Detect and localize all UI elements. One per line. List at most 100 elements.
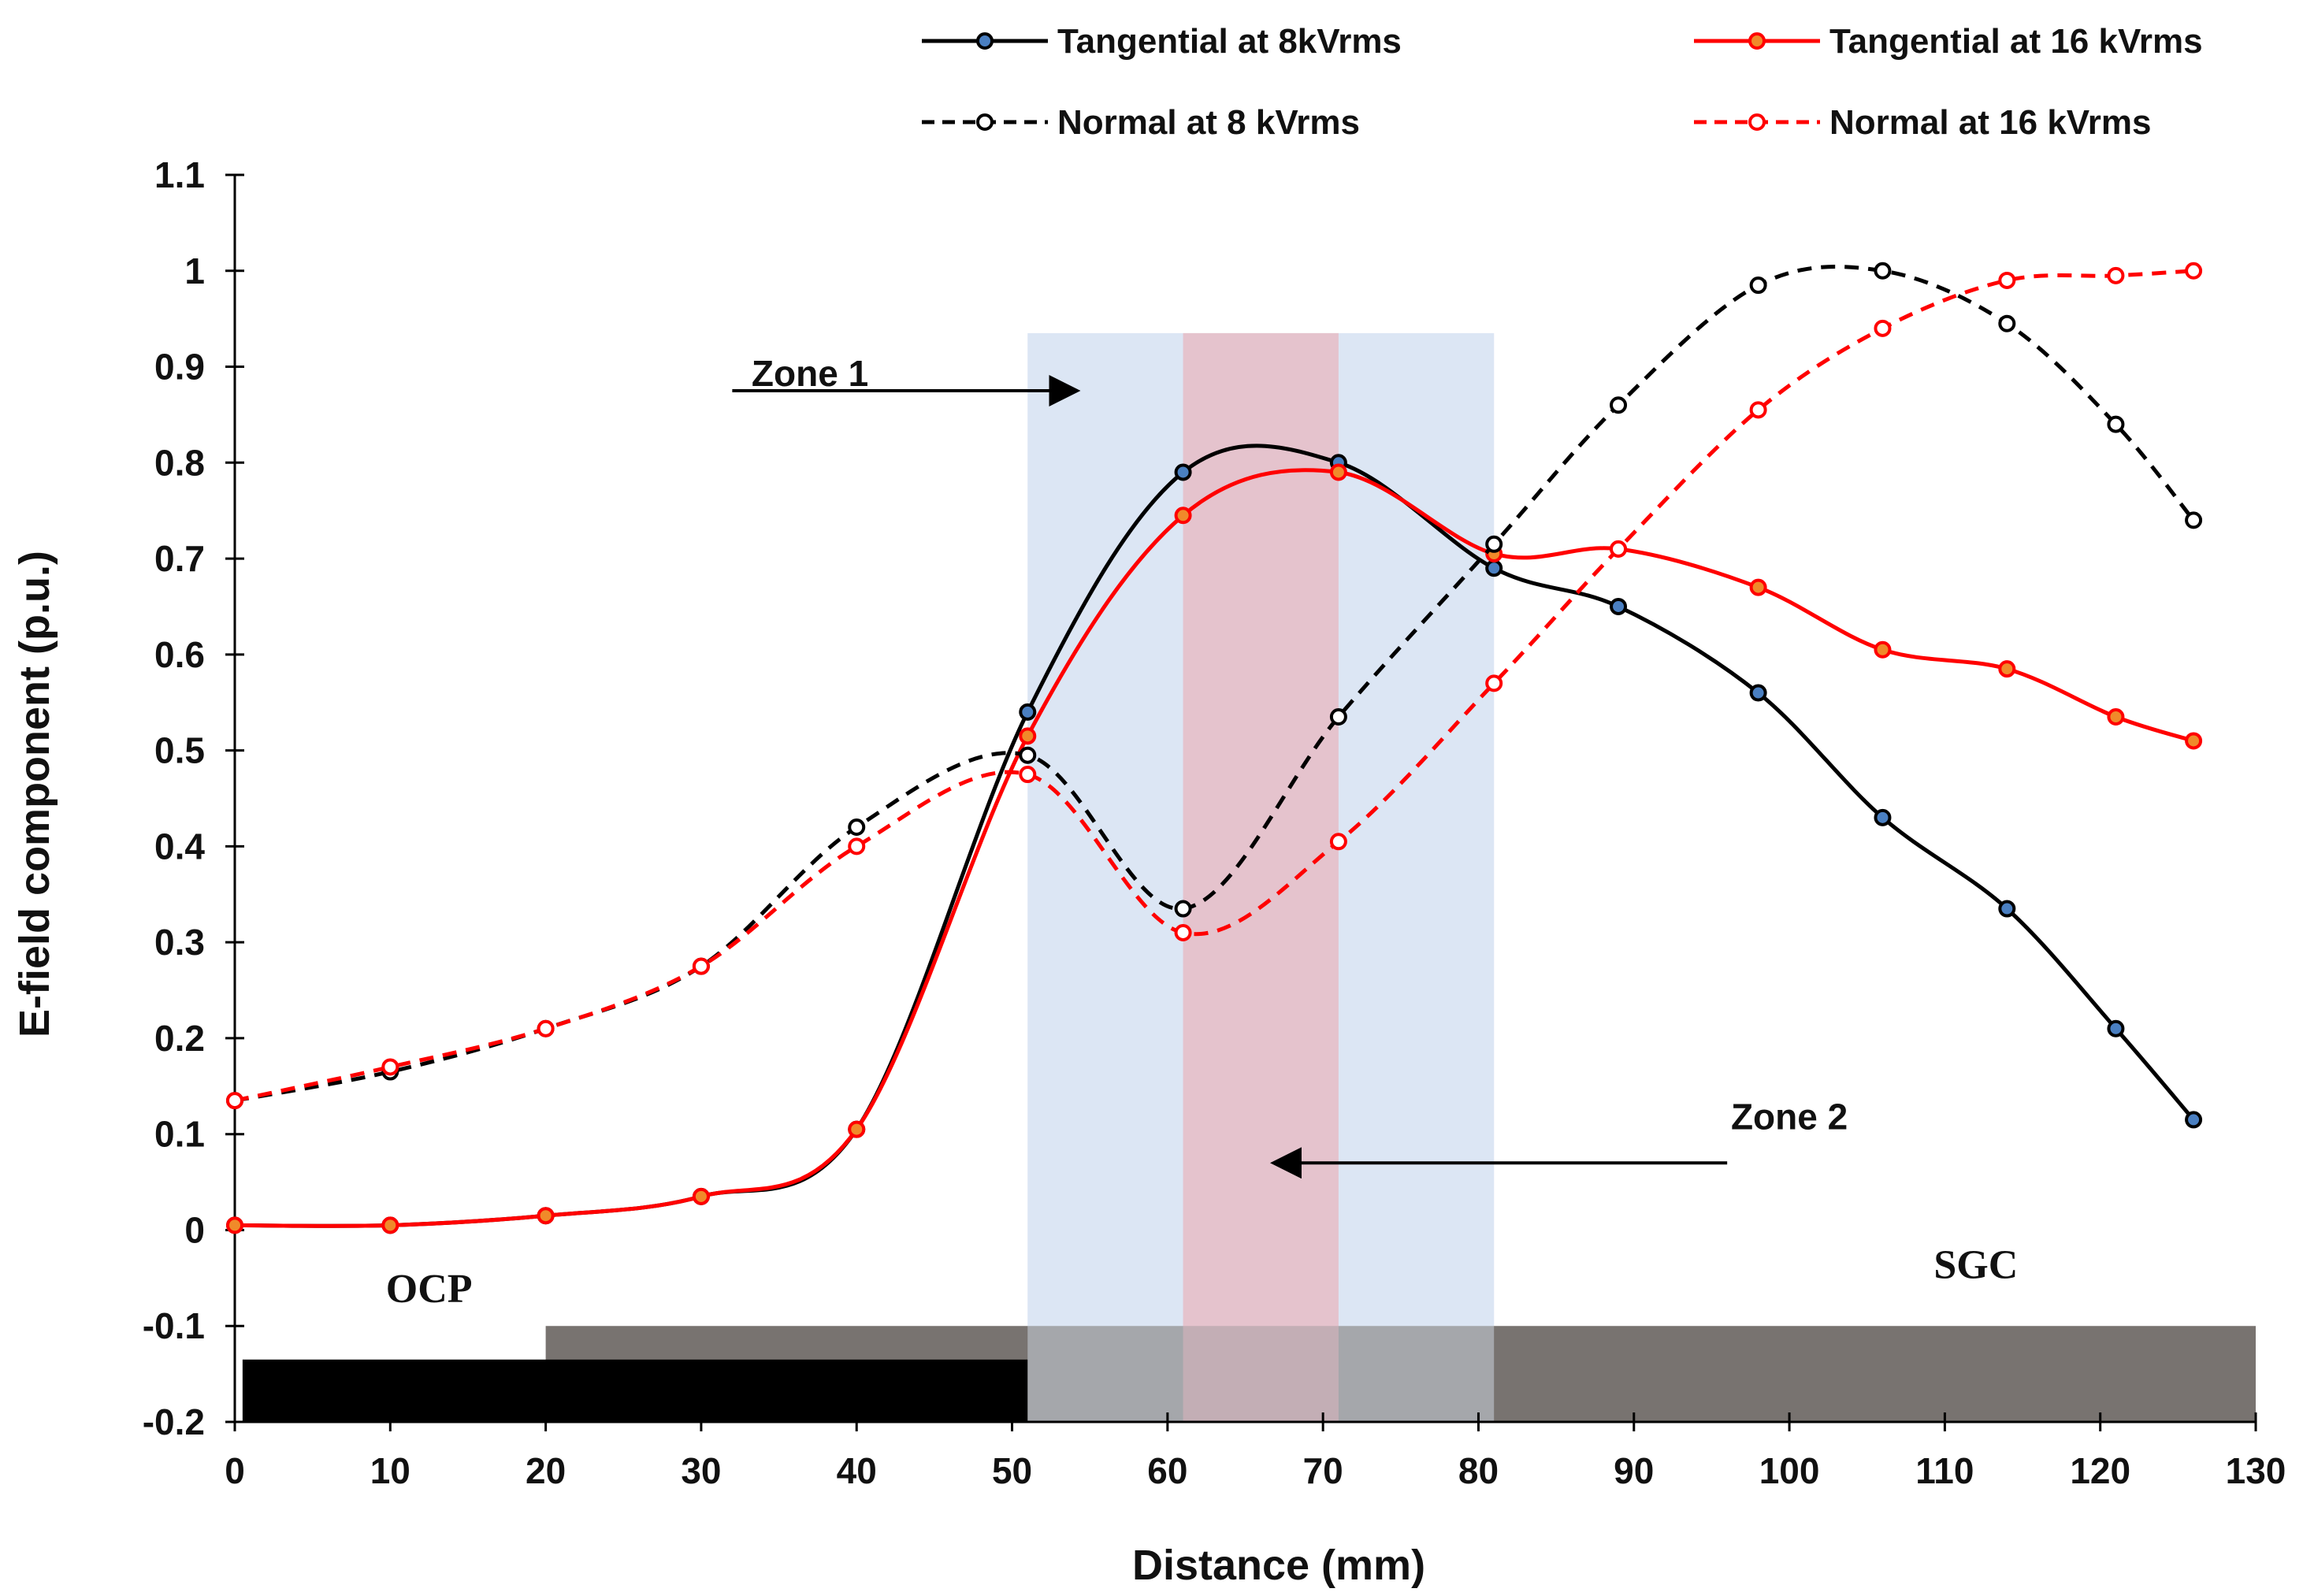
point-tangential-at-16-kvrms — [1749, 578, 1767, 596]
legend-marker-tangential-at-16-kvrms — [1748, 32, 1766, 50]
legend-label-tangential-at-8kvrms: Tangential at 8kVrms — [1057, 22, 1402, 61]
x-tick-label: 120 — [2070, 1450, 2130, 1491]
point-tangential-at-16-kvrms — [537, 1207, 555, 1225]
y-tick-label: 0.6 — [154, 634, 205, 675]
point-normal-at-8-kvrms — [1998, 314, 2016, 332]
point-normal-at-16-kvrms — [1610, 540, 1628, 558]
x-tick-label: 20 — [526, 1450, 566, 1491]
x-tick-label: 100 — [1759, 1450, 1820, 1491]
y-tick-label: -0.1 — [143, 1305, 205, 1346]
x-axis-title: Distance (mm) — [1132, 1542, 1425, 1589]
zone-2-band-overlay — [1183, 332, 1339, 1423]
y-tick-label: 1 — [184, 251, 205, 291]
y-tick-label: 0 — [184, 1209, 205, 1250]
data-series — [226, 262, 2203, 1234]
point-normal-at-8-kvrms — [1019, 746, 1037, 764]
y-tick-label: -0.2 — [143, 1401, 205, 1442]
sgc-label: SGC — [1933, 1242, 2018, 1287]
zone-regions — [1027, 332, 1495, 1423]
point-tangential-at-16-kvrms — [1998, 660, 2016, 678]
point-normal-at-8-kvrms — [2185, 511, 2203, 529]
series-line-tangential-at-16-kvrms — [234, 468, 2194, 1228]
point-normal-at-8-kvrms — [2107, 415, 2125, 433]
point-tangential-at-16-kvrms — [692, 1187, 710, 1205]
point-normal-at-16-kvrms — [848, 837, 866, 856]
point-tangential-at-16-kvrms — [1329, 463, 1347, 481]
ocp-bar — [242, 1359, 1028, 1422]
axes: 1.1 1 0.9 0.8 0.7 0.6 0.5 0.4 0.3 0.2 0.1 0 -0.1 -0.2… — [143, 154, 2286, 1491]
x-tick-label: 50 — [992, 1450, 1032, 1491]
legend-marker-normal-at-16-kvrms — [1748, 113, 1766, 131]
legend-label-normal-at-16-kvrms: Normal at 16 kVrms — [1829, 103, 2151, 142]
point-normal-at-8-kvrms — [1874, 262, 1892, 280]
legend-marker-normal-at-8-kvrms — [976, 113, 994, 131]
point-tangential-at-16-kvrms — [1874, 640, 1892, 659]
point-normal-at-8-kvrms — [848, 818, 866, 837]
point-tangential-at-16-kvrms — [1174, 507, 1192, 525]
point-normal-at-16-kvrms — [537, 1019, 555, 1037]
point-normal-at-8-kvrms — [1329, 707, 1347, 726]
x-tick-label: 90 — [1614, 1450, 1654, 1491]
point-tangential-at-8kvrms — [1019, 703, 1037, 721]
legend-marker-tangential-at-8kvrms — [976, 32, 994, 50]
point-tangential-at-16-kvrms — [2185, 732, 2203, 750]
x-tick-label: 80 — [1458, 1450, 1499, 1491]
y-tick-label: 0.3 — [154, 922, 205, 963]
ocp-label: OCP — [386, 1267, 473, 1312]
point-normal-at-16-kvrms — [1749, 401, 1767, 419]
point-normal-at-16-kvrms — [1998, 271, 2016, 289]
x-tick-label: 130 — [2226, 1450, 2286, 1491]
insulation-bars — [242, 332, 2257, 1423]
point-normal-at-8-kvrms — [1174, 900, 1192, 918]
point-tangential-at-8kvrms — [1874, 808, 1892, 826]
zone-2-label: Zone 2 — [1731, 1097, 1848, 1138]
point-normal-at-8-kvrms — [1749, 277, 1767, 295]
point-tangential-at-8kvrms — [2107, 1019, 2125, 1037]
x-tick-label: 30 — [681, 1450, 721, 1491]
point-normal-at-16-kvrms — [1174, 923, 1192, 941]
point-normal-at-16-kvrms — [1874, 319, 1892, 337]
legend-label-normal-at-8-kvrms: Normal at 8 kVrms — [1057, 103, 1360, 142]
point-tangential-at-8kvrms — [1998, 900, 2016, 918]
y-tick-label: 1.1 — [154, 154, 205, 195]
y-tick-label: 0.7 — [154, 538, 205, 579]
y-tick-label: 0.1 — [154, 1114, 205, 1155]
x-tick-label: 0 — [225, 1450, 245, 1491]
point-normal-at-8-kvrms — [1610, 396, 1628, 414]
point-normal-at-16-kvrms — [226, 1092, 243, 1110]
x-tick-label: 70 — [1303, 1450, 1343, 1491]
y-tick-label: 0.8 — [154, 442, 205, 483]
point-normal-at-16-kvrms — [381, 1058, 399, 1076]
y-tick-label: 0.9 — [154, 347, 205, 388]
point-tangential-at-16-kvrms — [381, 1216, 399, 1234]
annotations: Zone 1 Zone 2 OCP SGC — [386, 353, 2019, 1312]
point-normal-at-8-kvrms — [1485, 535, 1503, 553]
legend-label-tangential-at-16-kvrms: Tangential at 16 kVrms — [1829, 22, 2203, 61]
series-line-normal-at-16-kvrms — [234, 269, 2194, 1103]
x-tick-label: 40 — [837, 1450, 877, 1491]
point-tangential-at-8kvrms — [1174, 463, 1192, 481]
x-tick-label: 60 — [1147, 1450, 1187, 1491]
point-normal-at-16-kvrms — [692, 957, 710, 975]
y-axis-title: E-field component (p.u.) — [11, 551, 58, 1037]
x-tick-label: 10 — [370, 1450, 410, 1491]
legend: Tangential at 8kVrms Tangential at 16 kVr… — [922, 22, 2203, 142]
zone-1-label: Zone 1 — [752, 353, 868, 394]
point-normal-at-16-kvrms — [1329, 833, 1347, 851]
y-tick-label: 0.4 — [154, 826, 205, 867]
point-tangential-at-8kvrms — [1749, 684, 1767, 702]
point-normal-at-16-kvrms — [1019, 766, 1037, 784]
point-normal-at-16-kvrms — [1485, 674, 1503, 692]
y-tick-label: 0.2 — [154, 1018, 205, 1059]
x-tick-label: 110 — [1915, 1450, 1974, 1491]
point-normal-at-16-kvrms — [2185, 262, 2203, 280]
point-normal-at-16-kvrms — [2107, 266, 2125, 284]
point-tangential-at-16-kvrms — [848, 1120, 866, 1138]
point-tangential-at-8kvrms — [2185, 1111, 2203, 1129]
point-tangential-at-16-kvrms — [1019, 727, 1037, 745]
point-tangential-at-8kvrms — [1610, 597, 1628, 615]
point-tangential-at-8kvrms — [1485, 559, 1503, 577]
point-tangential-at-16-kvrms — [226, 1216, 243, 1234]
zone-2-band — [1183, 332, 1339, 1423]
